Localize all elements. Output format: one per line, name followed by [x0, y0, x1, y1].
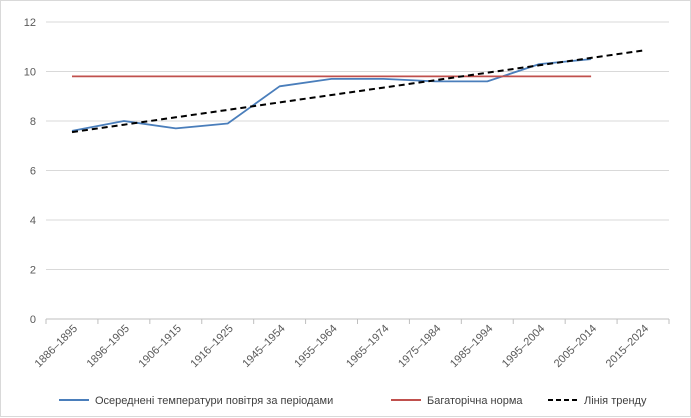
axes: [45, 318, 670, 324]
x-tick-label: 1975–1984: [396, 323, 443, 370]
x-tick-label: 1985–1994: [448, 323, 495, 370]
legend-label-2: Лінія тренду: [584, 395, 647, 407]
x-tick-label: 1906–1915: [136, 323, 183, 370]
x-tick-label: 1965–1974: [344, 323, 391, 370]
y-tick-label: 0: [30, 314, 36, 326]
x-tick-label: 1896–1905: [85, 323, 132, 370]
y-tick-label: 10: [24, 67, 36, 79]
x-tick-label: 1886–1895: [33, 323, 80, 370]
x-tick-label: 1995–2004: [500, 323, 547, 370]
x-tick-label: 1916–1925: [188, 323, 235, 370]
y-tick-label: 2: [30, 265, 36, 277]
series-lines: [71, 49, 644, 134]
y-tick-label: 8: [30, 116, 36, 128]
x-tick-label: 2005–2014: [552, 323, 599, 370]
legend: Осереднені температури повітря за період…: [59, 395, 647, 407]
x-tick-label: 1955–1964: [292, 323, 339, 370]
y-tick-label: 6: [30, 166, 36, 178]
legend-label-0: Осереднені температури повітря за період…: [95, 395, 333, 407]
legend-label-1: Багаторічна норма: [427, 395, 523, 407]
series-line-2: [71, 49, 644, 134]
x-tick-label: 2015–2024: [604, 323, 651, 370]
y-tick-label: 12: [24, 17, 36, 29]
x-tick-labels: 1886–1895 1896–1905 1906–1915 1916–1925 1945…: [33, 323, 652, 370]
gridlines: [46, 21, 669, 270]
y-tick-label: 4: [30, 215, 36, 227]
y-tick-labels: 0 2 4 6 8 10 12: [24, 17, 36, 326]
x-tick-label: 1945–1954: [240, 323, 287, 370]
